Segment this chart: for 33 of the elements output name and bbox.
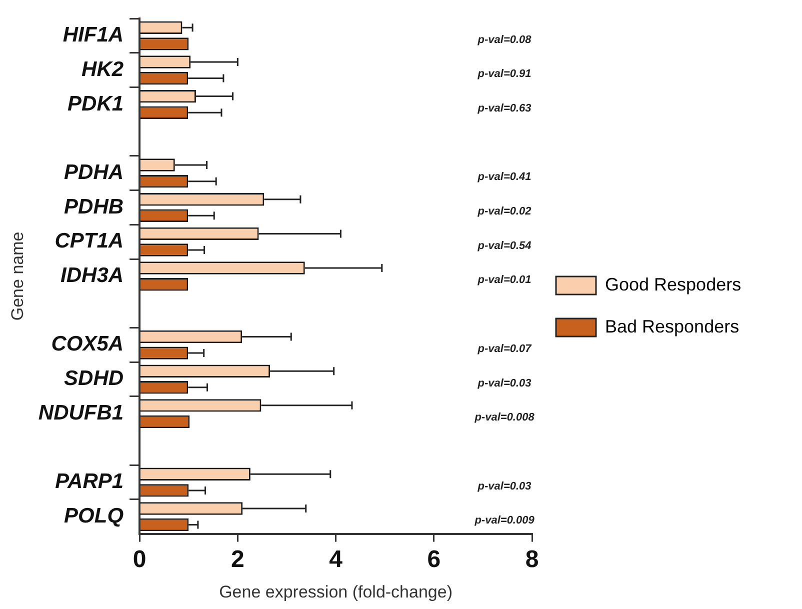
annotation: p-val=0.54 xyxy=(476,240,532,252)
annotation: p-val=0.41 xyxy=(476,171,532,184)
y-tick-label: COX5A xyxy=(51,332,124,356)
annotation: p-val=0.008 xyxy=(474,412,536,424)
annotation: p-val=0.03 xyxy=(476,480,532,492)
x-tick-label: 0 xyxy=(132,546,146,573)
y-tick-label: CPT1A xyxy=(54,230,124,253)
annotation: p-val=0.009 xyxy=(474,514,536,527)
annotation: p-val=0.02 xyxy=(476,206,532,218)
annotation: p-val=0.63 xyxy=(476,102,532,114)
y-axis-title: Gene name xyxy=(8,232,27,321)
y-tick-label: IDH3A xyxy=(60,264,124,287)
x-tick-label: 4 xyxy=(329,546,344,573)
y-tick-label: HK2 xyxy=(82,58,124,81)
y-tick-label: PDK1 xyxy=(68,92,124,116)
x-tick-label: 2 xyxy=(230,546,244,573)
annotation: p-val=0.08 xyxy=(476,34,532,46)
annotation: p-val=0.03 xyxy=(476,377,532,390)
y-tick-label: NDUFB1 xyxy=(38,401,124,424)
y-tick-label: PARP1 xyxy=(55,470,124,494)
legend-label: Bad Responders xyxy=(605,316,740,336)
y-tick-label: PDHB xyxy=(64,195,124,218)
y-tick-label: HIF1A xyxy=(62,24,124,47)
x-tick-label: 8 xyxy=(525,546,539,573)
x-tick-label: 6 xyxy=(427,546,441,573)
y-tick-label: POLQ xyxy=(64,504,124,528)
y-tick-label: SDHD xyxy=(64,367,124,390)
annotation: p-val=0.91 xyxy=(476,68,532,80)
annotation: p-val=0.07 xyxy=(476,342,532,355)
x-axis-title: Gene expression (fold-change) xyxy=(219,582,452,602)
legend-label: Good Respoders xyxy=(605,274,742,294)
y-tick-label: PDHA xyxy=(64,160,124,184)
annotation: p-val=0.01 xyxy=(476,274,532,286)
